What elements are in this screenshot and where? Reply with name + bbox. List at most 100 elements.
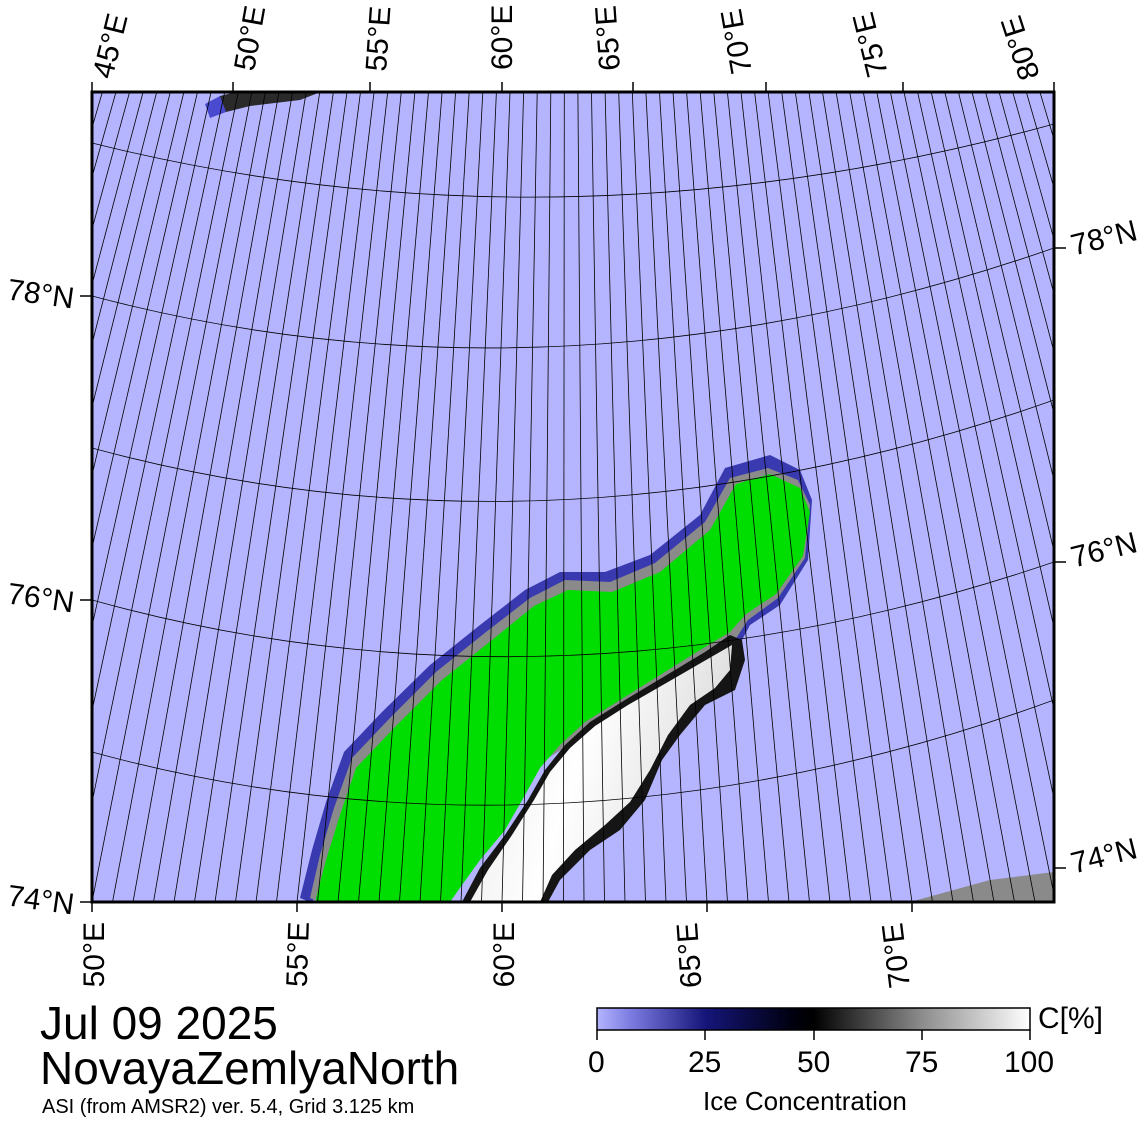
mainland-mask [910, 872, 1054, 902]
meridian-line [903, 92, 1054, 801]
meridian-line [998, 92, 1054, 296]
meridian-line [808, 92, 933, 902]
colorbar-tick-0: 0 [588, 1046, 605, 1079]
meridian-line [92, 92, 239, 805]
meridian-line [542, 92, 552, 902]
left-lat-label-78: 78°N [5, 274, 76, 316]
meridian-line [0, 92, 89, 902]
meridian-line [1067, 92, 1147, 902]
meridian-line [958, 92, 1054, 482]
map-date: Jul 09 2025 [40, 997, 278, 1049]
meridian-line [92, 92, 144, 286]
meridian-line [890, 92, 1054, 897]
meridian-line [276, 92, 375, 902]
meridian-line [781, 92, 892, 902]
meridian-line [971, 92, 1054, 416]
meridian-line [358, 92, 429, 902]
meridian-line [618, 92, 646, 902]
meridian-line [1053, 92, 1054, 95]
meridian-line [727, 92, 810, 902]
meridian-line [92, 92, 158, 346]
meridian-line [92, 92, 198, 550]
meridian-line [876, 92, 1036, 902]
meridian-line [1039, 92, 1054, 141]
meridian-line [501, 92, 524, 902]
colorbar-tick-100: 100 [1004, 1046, 1055, 1079]
colorbar-unit: C[%] [1038, 1002, 1104, 1035]
colorbar-title: Ice Concentration [703, 1086, 907, 1116]
top-lon-label-60: 60°E [486, 5, 519, 70]
map-region: NovayaZemlyaNorth [40, 1042, 460, 1094]
meridian-line [577, 92, 585, 902]
meridian-line [153, 92, 293, 902]
right-lat-label-78: 78°N [1068, 214, 1141, 262]
top-lon-label-75: 75°E [847, 9, 895, 80]
top-lon-label-70: 70°E [715, 6, 759, 76]
top-lon-label-45: 45°E [87, 10, 135, 81]
top-lon-label-55: 55°E [360, 5, 397, 73]
meridian-line [794, 92, 913, 902]
meridian-line [522, 92, 538, 902]
meridian-line [378, 92, 443, 902]
meridian-line [173, 92, 307, 902]
meridian-line [849, 92, 995, 902]
meridian-line [659, 92, 708, 902]
meridian-line [686, 92, 749, 902]
meridian-line [440, 92, 484, 902]
meridian-line [767, 92, 872, 902]
meridian-line [822, 92, 954, 902]
meridian-line [563, 92, 565, 902]
left-lat-label-74: 74°N [5, 880, 76, 922]
bottom-lon-label-70: 70°E [876, 921, 917, 990]
meridian-line [419, 92, 470, 902]
novaya-zemlya-land [316, 474, 810, 902]
left-lat-label-76: 76°N [5, 578, 76, 620]
right-lat-label-74: 74°N [1068, 832, 1141, 880]
meridian-line [296, 92, 389, 902]
meridian-line [92, 92, 212, 629]
bottom-lon-label-55: 55°E [281, 921, 316, 988]
meridian-line [399, 92, 456, 902]
kara-sea-ice [470, 645, 732, 902]
meridian-line [862, 92, 1015, 902]
meridian-line [92, 92, 185, 477]
tick-marks [80, 82, 1066, 912]
colorbar-tick-50: 50 [797, 1046, 831, 1079]
right-lat-label-76: 76°N [1068, 526, 1141, 574]
meridian-line [631, 92, 667, 902]
meridian-line [92, 92, 171, 409]
meridian-line [132, 92, 280, 902]
meridian-line [194, 92, 321, 902]
meridian-line [713, 92, 790, 902]
map-area [0, 92, 1147, 902]
bottom-lon-label-65: 65°E [671, 922, 708, 990]
meridian-line [255, 92, 361, 902]
meridian-line [699, 92, 769, 902]
meridian-line [740, 92, 831, 902]
top-lon-label-80: 80°E [995, 12, 1047, 84]
meridian-line [591, 92, 605, 902]
meridian-line [944, 92, 1054, 553]
meridian-line [1012, 92, 1054, 241]
meridian-line [317, 92, 402, 902]
meridian-line [930, 92, 1054, 630]
meridian-line [92, 92, 226, 713]
meridian-line [214, 92, 334, 902]
bottom-lon-label-50: 50°E [78, 922, 111, 987]
colorbar-ticks [596, 1030, 1031, 1040]
colorbar [596, 1007, 1031, 1031]
colorbar-tick-25: 25 [688, 1046, 722, 1079]
meridian-line [985, 92, 1054, 354]
meridian-line [604, 92, 626, 902]
meridian-line [112, 92, 266, 902]
meridian-line [754, 92, 851, 902]
data-source: ASI (from AMSR2) ver. 5.4, Grid 3.125 km [42, 1096, 415, 1118]
meridian-line [235, 92, 348, 902]
meridian-line [92, 92, 253, 902]
bottom-lon-label-60: 60°E [488, 922, 521, 987]
meridian-line [672, 92, 728, 902]
map-frame [90, 90, 1056, 904]
franz-josef-edge [205, 96, 226, 118]
meridian-line [835, 92, 974, 902]
